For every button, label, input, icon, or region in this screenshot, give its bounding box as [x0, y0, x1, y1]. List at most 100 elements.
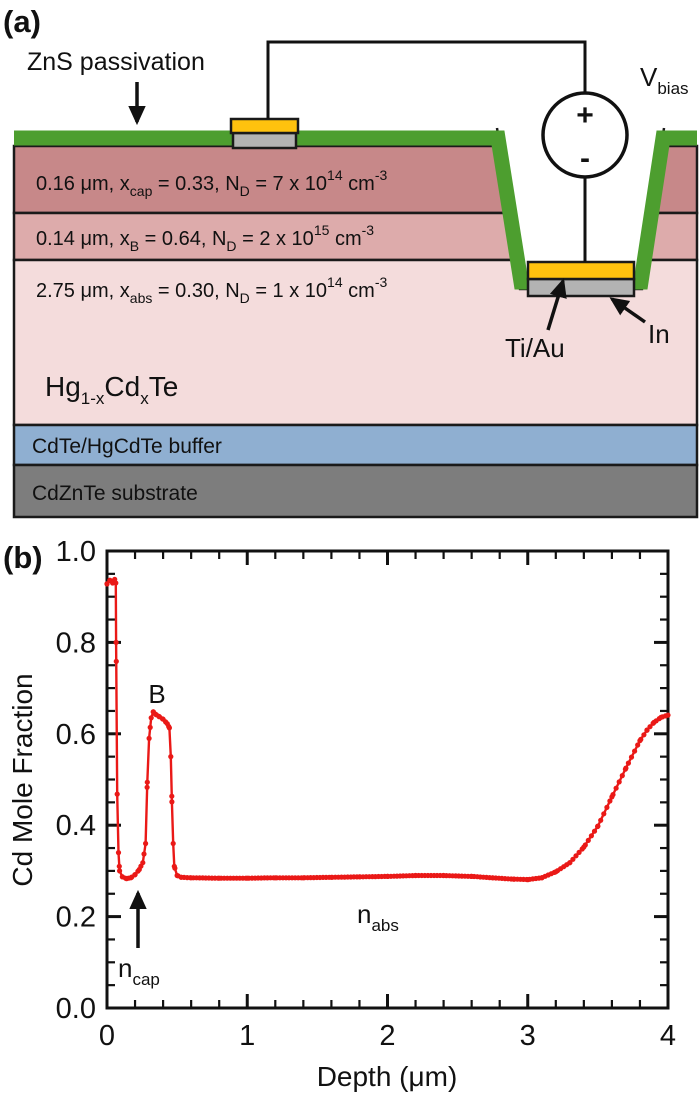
data-point — [356, 874, 363, 880]
tiau-label: Ti/Au — [505, 333, 565, 363]
top-contact-gold — [229, 117, 300, 135]
data-point — [140, 860, 146, 866]
data-point — [170, 840, 176, 847]
data-point — [146, 735, 152, 742]
data-point — [384, 873, 391, 880]
data-point — [113, 580, 119, 586]
y-tick-label: 0.0 — [56, 993, 96, 1025]
data-point — [576, 849, 582, 856]
x-tick-label: 3 — [520, 1020, 536, 1052]
data-point — [641, 732, 647, 738]
data-point — [570, 856, 576, 862]
data-point — [573, 853, 579, 859]
panel-b-label: (b) — [3, 540, 43, 575]
data-point — [637, 738, 643, 744]
data-point — [632, 748, 638, 754]
data-point — [635, 742, 641, 748]
data-point — [591, 828, 598, 834]
absorber-layer-label: 2.75 μm, xabs = 0.30, ND = 1 x 1014 cm-3 — [36, 274, 388, 306]
y-axis-label: Cd Mole Fraction — [7, 673, 38, 886]
data-point — [490, 875, 496, 881]
y-tick-label: 0.6 — [56, 719, 96, 751]
voltage-source-plus: + — [576, 99, 594, 132]
ncap-annotation: ncap — [118, 953, 160, 989]
data-point — [625, 760, 632, 766]
data-point — [171, 863, 177, 869]
data-point — [117, 868, 123, 874]
b-peak-annotation: B — [148, 679, 165, 709]
data-point — [169, 799, 175, 805]
data-point — [651, 719, 657, 726]
substrate-label: CdZnTe substrate — [32, 482, 198, 505]
data-point — [607, 798, 613, 804]
in-arrow — [609, 297, 647, 324]
voltage-source — [541, 91, 629, 179]
data-point — [148, 715, 154, 721]
data-point — [619, 773, 625, 779]
data-point — [595, 823, 601, 829]
data-point — [647, 724, 653, 730]
data-point — [104, 581, 110, 587]
x-tick-label: 1 — [239, 1020, 255, 1052]
top-contact-gray — [231, 131, 298, 150]
data-point — [511, 876, 517, 882]
data-point — [567, 860, 573, 866]
data-point — [609, 794, 615, 800]
data-point — [525, 877, 531, 883]
barrier-layer-label: 0.14 μm, xB = 0.64, ND = 2 x 1015 cm-3 — [36, 222, 374, 254]
axis-ticks — [105, 549, 670, 1010]
data-point — [136, 866, 142, 873]
data-point — [128, 875, 134, 881]
y-tick-label: 0.2 — [56, 902, 96, 934]
panel-a-label: (a) — [3, 4, 41, 39]
data-point — [147, 724, 153, 731]
tiau-arrow — [546, 277, 567, 331]
plot-frame — [105, 549, 670, 1010]
data-point — [244, 875, 250, 881]
data-point — [113, 639, 119, 646]
data-point — [588, 833, 595, 839]
trench-contact-gold — [526, 260, 636, 281]
x-tick-label: 4 — [660, 1020, 676, 1052]
data-point — [300, 875, 306, 881]
voltage-source-minus: - — [580, 142, 590, 175]
data-point — [539, 875, 545, 881]
data-point — [469, 873, 475, 880]
data-point — [658, 714, 664, 720]
data-curve — [104, 576, 671, 883]
y-tick-label: 1.0 — [56, 536, 96, 568]
data-point — [156, 713, 162, 720]
y-tick-labels: 0.0 0.2 0.4 0.6 0.8 1.0 — [56, 536, 96, 1025]
data-point — [613, 785, 619, 791]
data-point — [413, 872, 419, 879]
data-point — [328, 874, 334, 880]
data-point — [601, 811, 607, 817]
data-point — [168, 754, 174, 760]
profile-line — [106, 578, 669, 881]
data-point — [174, 872, 180, 879]
data-point — [665, 712, 671, 718]
data-point — [581, 844, 587, 850]
data-point — [585, 837, 591, 844]
y-tick-label: 0.8 — [56, 627, 96, 659]
data-point — [132, 872, 138, 878]
data-point — [124, 876, 130, 882]
buffer-layer — [12, 423, 699, 467]
hgcdte-label: Hg1-xCdxTe — [45, 371, 178, 408]
data-point — [598, 817, 604, 823]
data-point — [553, 869, 559, 875]
data-point — [604, 804, 610, 811]
data-point — [160, 716, 166, 722]
data-point — [113, 658, 119, 665]
device-cross-section: + - (a) ZnS passivation Vbias 0.16 μm, x… — [3, 4, 699, 519]
trench-contact-gray — [526, 277, 636, 298]
data-point — [169, 793, 175, 799]
y-tick-label: 0.4 — [56, 810, 96, 842]
data-point — [188, 875, 194, 881]
in-label: In — [648, 319, 670, 349]
vbias-label: Vbias — [640, 62, 689, 98]
data-point — [441, 872, 447, 879]
nabs-annotation: nabs — [357, 899, 399, 935]
